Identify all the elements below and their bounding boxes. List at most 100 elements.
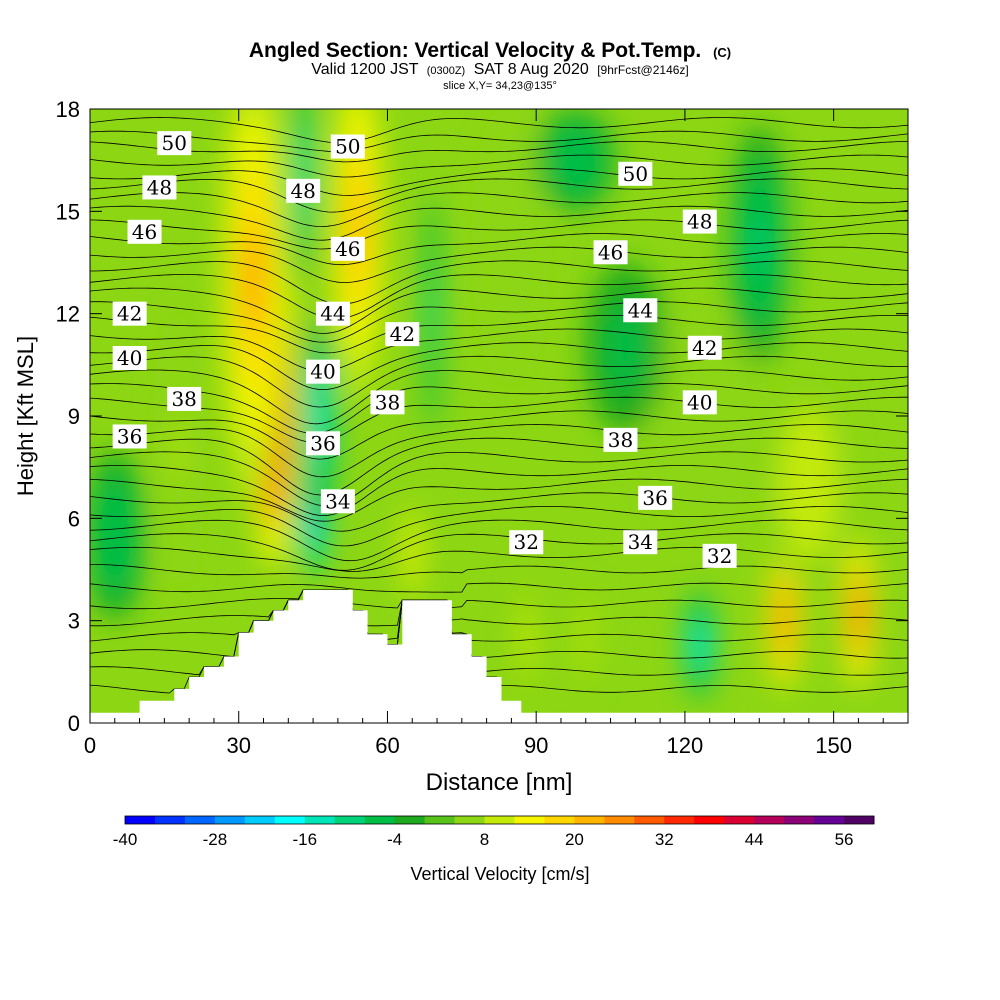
theta-label-text: 44 (628, 298, 653, 322)
colorbar-title: Vertical Velocity [cm/s] (410, 864, 589, 884)
y-tick-label: 15 (56, 199, 80, 224)
theta-label-box (330, 134, 365, 159)
theta-label-46: 46 (127, 219, 162, 244)
theta-label-box (593, 240, 628, 265)
theta-label-text: 38 (608, 428, 633, 452)
colorbar-swatch (694, 816, 725, 824)
colorbar-swatch (514, 816, 545, 824)
theta-label-text: 48 (687, 210, 712, 234)
theta-contour-line-9 (90, 233, 908, 266)
colorbar-tick-label: 8 (480, 830, 489, 849)
theta-label-text: 48 (147, 175, 172, 199)
velocity-cell-9-1 (696, 630, 704, 659)
x-tick-label: 30 (226, 733, 250, 758)
colorbar-tick-label: -28 (203, 830, 228, 849)
theta-contour-line-21 (90, 396, 908, 443)
colorbar-swatch (125, 816, 156, 824)
theta-label-text: 44 (320, 302, 345, 326)
theta-contour-line-20 (90, 383, 908, 434)
colorbar-tick-label: 20 (565, 830, 584, 849)
y-tick-label: 9 (68, 404, 80, 429)
theta-label-text: 32 (707, 544, 732, 568)
theta-label-text: 46 (598, 240, 623, 264)
velocity-cell-6-1 (313, 390, 323, 442)
theta-label-box (167, 386, 202, 411)
theta-label-text: 50 (335, 135, 360, 159)
theta-label-text: 42 (117, 302, 142, 326)
colorbar-swatch (724, 816, 755, 824)
velocity-cell-11-1 (584, 624, 588, 652)
theta-contours (90, 117, 908, 694)
theta-contour-line-15 (90, 315, 908, 354)
theta-label-38: 38 (603, 427, 638, 452)
theta-label-text: 40 (310, 360, 335, 384)
colorbar-swatch (754, 816, 785, 824)
theta-label-box (618, 161, 653, 186)
theta-label-36: 36 (112, 424, 147, 449)
theta-contour-line-33 (90, 564, 908, 579)
theta-label-text: 40 (117, 346, 142, 370)
theta-label-42: 42 (385, 322, 420, 347)
theta-contour-line-0 (90, 117, 908, 144)
velocity-cell-2-1 (245, 224, 262, 335)
theta-label-text: 34 (325, 489, 350, 513)
theta-contour-line-3 (90, 154, 908, 178)
velocity-cell-18-1 (565, 147, 586, 173)
theta-label-box (623, 298, 658, 323)
theta-contour-labels: 50 50 50 48 48 48 46 46 46 44 44 42 42 42 40 40 40 38 38 38… (112, 131, 737, 568)
velocity-cell-16-1 (798, 458, 819, 510)
x-tick-label: 60 (375, 733, 399, 758)
theta-label-box (112, 346, 147, 371)
theta-label-50: 50 (330, 134, 365, 159)
y-tick-label: 0 (68, 711, 80, 736)
colorbar-swatch (154, 816, 186, 824)
colorbar: -40 -28 -16 -4 8 20 32 44 56 (113, 815, 875, 849)
colorbar-swatch (664, 816, 695, 824)
theta-contour-line-36 (90, 589, 908, 627)
theta-label-box (286, 178, 321, 203)
terrain-mask (90, 590, 908, 723)
colorbar-swatch (304, 816, 336, 824)
velocity-cell-20-1 (615, 326, 636, 370)
colorbar-swatch (604, 816, 635, 824)
theta-contour-line-13 (90, 287, 908, 334)
theta-contour-line-12 (90, 273, 908, 320)
theta-label-box (509, 530, 544, 555)
theta-contour-line-6 (90, 192, 908, 228)
y-tick-label: 18 (56, 97, 80, 122)
theta-label-38: 38 (167, 386, 202, 411)
theta-label-34: 34 (320, 489, 355, 514)
velocity-cell-13-1 (854, 595, 863, 633)
colorbar-swatch (394, 816, 426, 824)
theta-label-box (702, 543, 737, 568)
colorbar-tick-label: -16 (292, 830, 317, 849)
theta-contour-line-1 (90, 130, 908, 152)
theta-contour-line-17 (90, 342, 908, 391)
chart-valid-time: Valid 1200 JST (0300Z) SAT 8 Aug 2020 [9… (311, 61, 689, 78)
theta-label-40: 40 (682, 390, 717, 415)
velocity-cell-22-1 (503, 211, 519, 280)
theta-label-box (142, 175, 177, 200)
theta-contour-line-28 (90, 492, 908, 532)
velocity-cell-14-1 (409, 539, 415, 566)
theta-contour-line-37 (90, 589, 908, 642)
theta-label-text: 34 (628, 530, 653, 554)
colorbar-swatch (484, 816, 515, 824)
theta-contour-line-30 (90, 519, 908, 562)
theta-label-box (306, 359, 341, 384)
colorbar-swatch (784, 816, 815, 824)
theta-label-box (687, 335, 722, 360)
theta-contour-line-10 (90, 246, 908, 283)
theta-contour-line-31 (90, 533, 908, 571)
theta-contour-line-11 (90, 260, 908, 305)
chart-title-suffix: (C) (713, 45, 731, 60)
velocity-cell-15-1 (174, 416, 184, 485)
theta-label-text: 50 (162, 131, 187, 155)
theta-label-48: 48 (682, 209, 717, 234)
theta-contour-line-29 (90, 506, 908, 547)
theta-contour-line-34 (90, 582, 908, 593)
theta-label-36: 36 (306, 431, 341, 456)
theta-label-box (315, 301, 350, 326)
theta-label-44: 44 (623, 298, 658, 323)
